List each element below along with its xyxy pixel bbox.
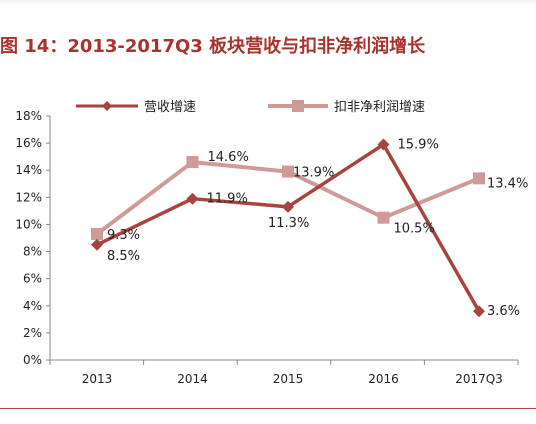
y-tick-label: 14% (15, 163, 42, 177)
bottom-rule (0, 408, 536, 409)
data-label-profit: 10.5% (394, 222, 435, 237)
data-label-revenue: 11.9% (207, 192, 248, 207)
data-label-profit: 9.3% (107, 228, 140, 243)
data-label-revenue: 8.5% (107, 249, 140, 264)
data-labels: 8.5% 11.9% 11.3% 15.9% 3.6% 9.3% 14.6% 13.9% 10.… (107, 137, 528, 319)
x-tick-label: 2016 (368, 372, 399, 386)
data-point-profit (377, 211, 390, 224)
data-point-revenue (186, 192, 199, 205)
y-tick-label: 4% (23, 299, 42, 313)
x-tick-label: 2015 (273, 372, 304, 386)
legend-label: 营收增速 (144, 100, 196, 115)
data-label-revenue: 15.9% (398, 137, 439, 152)
data-point-revenue (473, 305, 485, 318)
data-point-profit (186, 156, 199, 169)
y-tick-label: 2% (23, 326, 42, 340)
y-tick-label: 16% (15, 136, 42, 150)
y-tick-label: 18% (15, 109, 42, 123)
y-tick-label: 8% (23, 245, 42, 259)
axes: 0% 2% 4% 6% 8% 10% 12% 14% 16% 18% 2013 2014 2015 201… (15, 109, 519, 386)
y-tick-label: 0% (23, 353, 42, 367)
y-tick-label: 10% (15, 217, 42, 231)
data-label-revenue: 11.3% (268, 216, 309, 231)
data-point-revenue (377, 138, 390, 151)
legend: 营收增速 扣非净利润增速 (76, 100, 425, 115)
series-layer (91, 138, 485, 318)
data-point-profit (473, 172, 485, 185)
data-point-profit (91, 227, 103, 240)
legend-label: 扣非净利润增速 (334, 100, 425, 115)
data-point-revenue (91, 238, 103, 251)
data-point-profit (282, 165, 294, 178)
data-label-profit: 14.6% (208, 150, 249, 165)
x-tick-label: 2014 (177, 372, 208, 386)
y-tick-label: 12% (15, 190, 42, 204)
y-tick-label: 6% (23, 272, 42, 286)
data-point-revenue (282, 200, 294, 213)
data-label-revenue: 3.6% (487, 304, 520, 319)
data-label-profit: 13.4% (487, 176, 528, 191)
data-label-profit: 13.9% (293, 166, 334, 181)
x-tick-label: 2013 (82, 372, 113, 386)
x-tick-label: 2017Q3 (455, 372, 503, 386)
figure-title: 图 14：2013-2017Q3 板块营收与扣非净利润增长 (0, 36, 426, 57)
top-rule (0, 0, 536, 6)
legend-marker-square (292, 100, 304, 112)
legend-marker-diamond (102, 101, 112, 111)
